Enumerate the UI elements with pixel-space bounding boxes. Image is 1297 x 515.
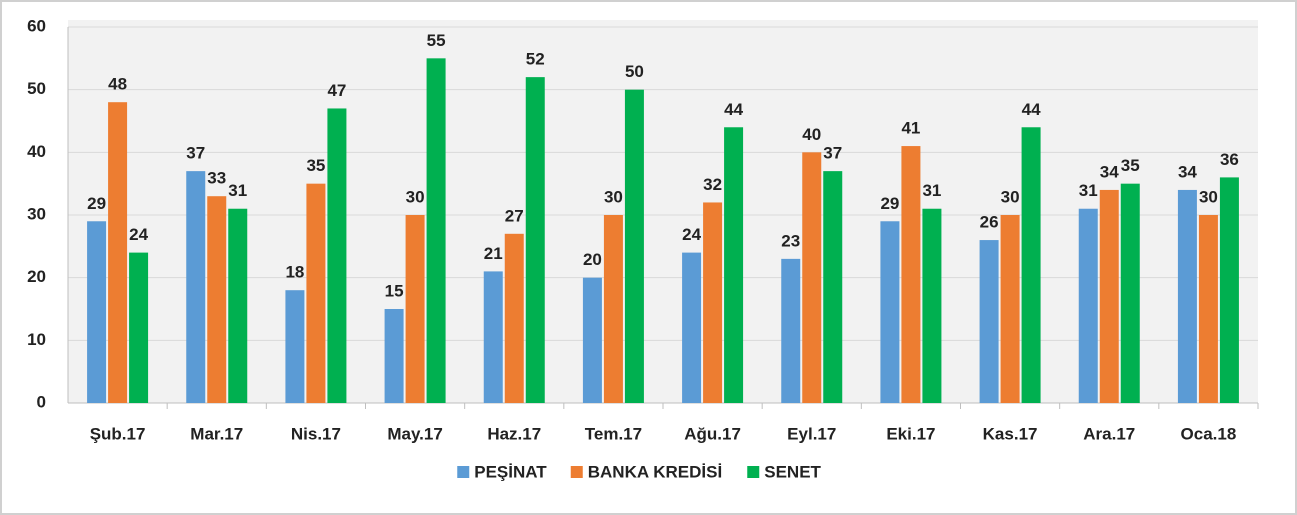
data-label: 29 <box>880 194 899 213</box>
bar <box>108 102 128 403</box>
bar <box>129 252 149 403</box>
data-label: 47 <box>327 81 346 100</box>
x-tick-label: Mar.17 <box>190 424 243 443</box>
data-label: 55 <box>427 31 446 50</box>
data-label: 30 <box>1199 187 1218 206</box>
bar <box>1177 189 1197 403</box>
data-label: 21 <box>484 244 503 263</box>
data-label: 31 <box>1079 181 1098 200</box>
data-label: 37 <box>186 144 205 163</box>
y-tick-label: 20 <box>27 267 46 286</box>
bar <box>1120 183 1140 403</box>
bar <box>582 277 602 403</box>
bar <box>483 271 503 403</box>
bar <box>1099 189 1119 403</box>
bar <box>405 215 425 403</box>
bar <box>802 152 822 403</box>
y-tick-label: 0 <box>37 392 46 411</box>
x-tick-label: Kas.17 <box>983 424 1038 443</box>
bar <box>525 77 545 403</box>
bar <box>1078 208 1098 403</box>
bar <box>624 89 644 404</box>
y-tick-label: 10 <box>27 330 46 349</box>
data-label: 34 <box>1100 162 1119 181</box>
bar <box>603 215 623 403</box>
bar <box>87 221 107 403</box>
legend-label: PEŞİNAT <box>474 462 547 481</box>
bar <box>186 171 206 403</box>
bar <box>781 258 801 403</box>
bar <box>1000 215 1020 403</box>
bar <box>880 221 900 403</box>
legend-label: SENET <box>764 462 821 481</box>
bar <box>1219 177 1239 403</box>
y-tick-label: 50 <box>27 79 46 98</box>
data-label: 44 <box>724 100 743 119</box>
x-tick-label: Şub.17 <box>90 424 146 443</box>
x-tick-label: Tem.17 <box>585 424 642 443</box>
data-label: 48 <box>108 75 127 94</box>
bar <box>682 252 702 403</box>
data-label: 31 <box>228 181 247 200</box>
y-tick-label: 60 <box>27 16 46 35</box>
data-label: 50 <box>625 62 644 81</box>
data-label: 24 <box>682 225 701 244</box>
bar <box>922 208 942 403</box>
x-tick-label: Ağu.17 <box>684 424 741 443</box>
data-label: 52 <box>526 50 545 69</box>
data-label: 32 <box>703 175 722 194</box>
data-label: 31 <box>922 181 941 200</box>
bar <box>724 127 744 404</box>
bar <box>901 146 921 404</box>
data-label: 35 <box>306 156 325 175</box>
data-label: 44 <box>1022 100 1041 119</box>
x-tick-label: Oca.18 <box>1181 424 1237 443</box>
data-label: 33 <box>207 169 226 188</box>
x-tick-label: Haz.17 <box>487 424 541 443</box>
bar <box>504 233 524 403</box>
data-label: 26 <box>980 213 999 232</box>
bar <box>285 290 305 403</box>
data-label: 23 <box>781 231 800 250</box>
data-label: 30 <box>604 187 623 206</box>
legend-swatch <box>747 466 760 478</box>
bar <box>1021 127 1041 404</box>
bar <box>1198 215 1218 403</box>
data-label: 30 <box>1001 187 1020 206</box>
x-tick-label: Eyl.17 <box>787 424 836 443</box>
x-tick-label: Eki.17 <box>886 424 935 443</box>
data-label: 37 <box>823 144 842 163</box>
data-label: 30 <box>406 187 425 206</box>
bar <box>384 309 404 403</box>
y-tick-label: 30 <box>27 204 46 223</box>
data-label: 35 <box>1121 156 1140 175</box>
y-tick-label: 40 <box>27 142 46 161</box>
data-label: 20 <box>583 250 602 269</box>
bar <box>823 171 843 403</box>
bar <box>426 58 446 403</box>
data-label: 24 <box>129 225 148 244</box>
bar <box>306 183 326 403</box>
data-label: 18 <box>285 263 304 282</box>
bar <box>228 208 248 403</box>
data-label: 36 <box>1220 150 1239 169</box>
data-label: 29 <box>87 194 106 213</box>
x-tick-label: May.17 <box>387 424 442 443</box>
bar <box>703 202 723 403</box>
data-label: 40 <box>802 125 821 144</box>
data-label: 34 <box>1178 162 1197 181</box>
x-tick-label: Ara.17 <box>1083 424 1135 443</box>
legend-swatch <box>570 466 583 478</box>
data-label: 41 <box>901 119 920 138</box>
bar <box>207 196 227 403</box>
bar <box>979 240 999 403</box>
legend-swatch <box>457 466 470 478</box>
plot-area <box>68 20 1258 403</box>
legend-label: BANKA KREDİSİ <box>588 462 722 481</box>
x-tick-label: Nis.17 <box>291 424 341 443</box>
bar <box>327 108 347 403</box>
data-label: 27 <box>505 206 524 225</box>
data-label: 15 <box>385 281 404 300</box>
